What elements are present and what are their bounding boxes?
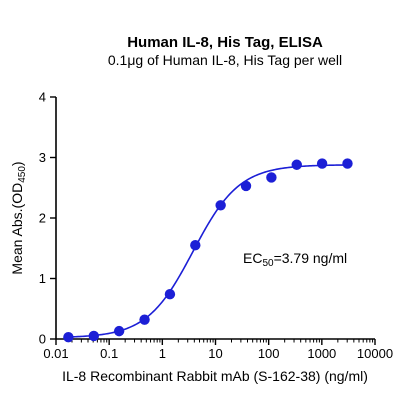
x-tick-label: 1000: [307, 346, 336, 361]
x-axis-label: IL-8 Recombinant Rabbit mAb (S-162-38) (…: [62, 368, 368, 384]
chart-title: Human IL-8, His Tag, ELISA: [127, 34, 323, 51]
y-axis-label-subscript: 450: [17, 166, 28, 183]
data-point: [240, 180, 252, 192]
data-point: [316, 158, 328, 169]
ec50-subscript: 50: [262, 258, 274, 269]
plot-area: 0 1 2 3 4 0.01 0.1 1 10 100 1000 10000: [39, 90, 393, 362]
chart-subtitle: 0.1μg of Human IL-8, His Tag per well: [108, 52, 342, 68]
x-tick-label: 1: [159, 346, 166, 361]
data-point: [342, 158, 353, 169]
data-point: [139, 314, 150, 325]
data-point: [164, 289, 176, 300]
y-tick-label: 1: [39, 271, 46, 286]
ec50-value: =3.79 ng/ml: [274, 250, 348, 266]
data-point: [266, 172, 277, 183]
data-point: [113, 325, 125, 337]
y-axis-label-prefix: Mean Abs.(OD: [9, 183, 25, 275]
data-point: [88, 330, 99, 342]
y-tick-label: 3: [39, 150, 46, 165]
y-axis-label-suffix: ): [9, 161, 25, 166]
y-tick-label: 4: [39, 90, 46, 105]
y-axis-label: Mean Abs.(OD450): [9, 161, 28, 274]
x-tick-label: 10: [208, 346, 222, 361]
ec50-prefix: EC: [243, 250, 262, 266]
x-tick-label: 0.1: [100, 346, 118, 361]
x-tick-label: 0.01: [43, 346, 68, 361]
data-point: [63, 331, 74, 343]
x-tick-label: 100: [258, 346, 280, 361]
y-tick-label: 0: [39, 332, 46, 347]
data-point: [215, 200, 226, 211]
data-point: [291, 159, 302, 170]
data-point: [190, 240, 201, 251]
x-tick-label: 10000: [357, 346, 393, 361]
ec50-annotation: EC50=3.79 ng/ml: [243, 250, 347, 269]
y-tick-label: 2: [39, 211, 46, 226]
